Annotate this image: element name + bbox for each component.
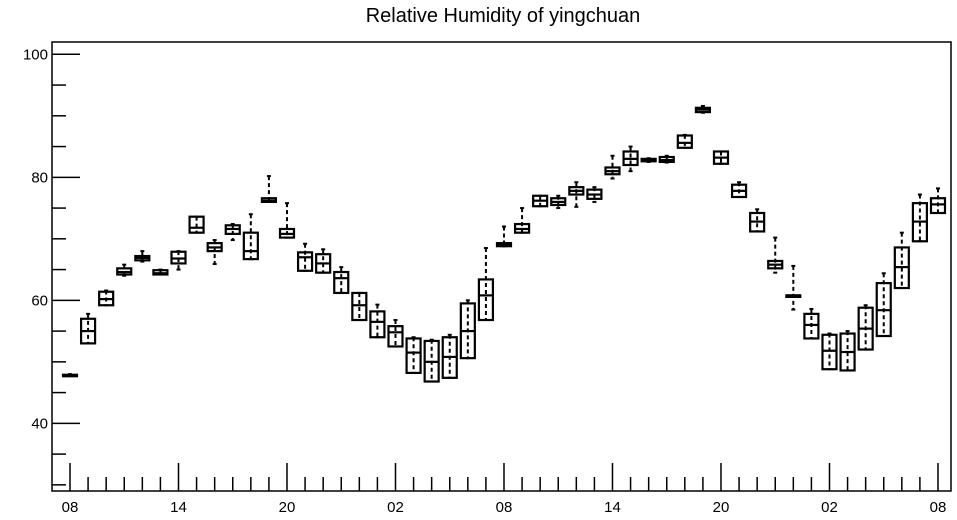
box-item [911, 193, 929, 243]
box-item [423, 338, 440, 383]
box-item [676, 133, 693, 149]
plot-frame [51, 41, 952, 492]
box-item [568, 181, 585, 208]
box-item [640, 157, 657, 163]
box-item [857, 304, 874, 351]
x-tick-label: 02 [821, 499, 838, 516]
box-item [586, 186, 603, 203]
box-item [875, 272, 892, 338]
box-item [134, 250, 151, 263]
box-series [61, 104, 947, 383]
box-body [387, 325, 404, 348]
box-item [79, 312, 97, 345]
box-item [260, 175, 278, 204]
box-body [821, 333, 838, 371]
box-item [351, 291, 368, 322]
box-item [206, 239, 223, 266]
box-item [622, 145, 639, 173]
box-item [712, 150, 730, 165]
x-tick-label: 08 [496, 499, 513, 516]
x-axis: 08 14 20 02 08 14 20 02 08 [62, 463, 947, 516]
box-item [749, 208, 766, 233]
box-item [785, 264, 802, 311]
box-item [694, 104, 712, 114]
box-item [477, 247, 495, 322]
box-item [387, 319, 404, 348]
box-item [369, 303, 386, 339]
box-item [152, 268, 169, 276]
box-item [98, 289, 115, 307]
box-item [315, 248, 332, 274]
box-item [821, 332, 838, 371]
box-body [351, 291, 368, 322]
box-item [296, 242, 314, 272]
box-item [242, 213, 259, 261]
y-tick-label: 100 [23, 46, 48, 63]
x-tick-label: 14 [170, 499, 187, 516]
box-body [188, 215, 205, 234]
x-tick-label: 02 [387, 499, 404, 516]
x-tick-label: 08 [930, 499, 947, 516]
box-item [532, 194, 549, 208]
y-axis: 40 60 80 100 [23, 46, 80, 486]
box-body [369, 310, 386, 339]
box-item [333, 266, 350, 295]
box-item [405, 336, 422, 375]
box-item [730, 181, 748, 199]
box-item [893, 231, 910, 290]
x-tick-label: 14 [604, 499, 621, 516]
box-item [839, 330, 856, 372]
y-tick-label: 60 [31, 292, 48, 309]
box-item [459, 299, 476, 360]
box-body [242, 231, 259, 261]
box-item [803, 307, 820, 340]
box-item [658, 154, 675, 164]
box-item [550, 194, 567, 210]
box-item [188, 215, 205, 234]
box-item [513, 207, 531, 234]
x-tick-label: 08 [62, 499, 79, 516]
x-tick-label: 20 [279, 499, 296, 516]
box-item [278, 202, 296, 239]
box-body [477, 278, 495, 322]
box-body [803, 312, 820, 340]
box-body [405, 337, 422, 375]
box-item [767, 236, 784, 274]
box-body [676, 134, 693, 149]
chart-title: Relative Humidity of yingchuan [366, 5, 641, 27]
y-tick-label: 40 [31, 415, 48, 432]
box-item [929, 187, 947, 215]
box-item [170, 250, 187, 271]
box-item [61, 373, 79, 378]
box-item [604, 154, 621, 180]
box-body [296, 251, 314, 272]
box-item [224, 223, 241, 242]
box-item [495, 225, 513, 248]
y-tick-label: 80 [31, 169, 48, 186]
box-body [333, 270, 350, 295]
box-body [929, 197, 947, 215]
box-item [116, 263, 133, 277]
x-tick-label: 20 [713, 499, 730, 516]
box-item [441, 333, 458, 379]
